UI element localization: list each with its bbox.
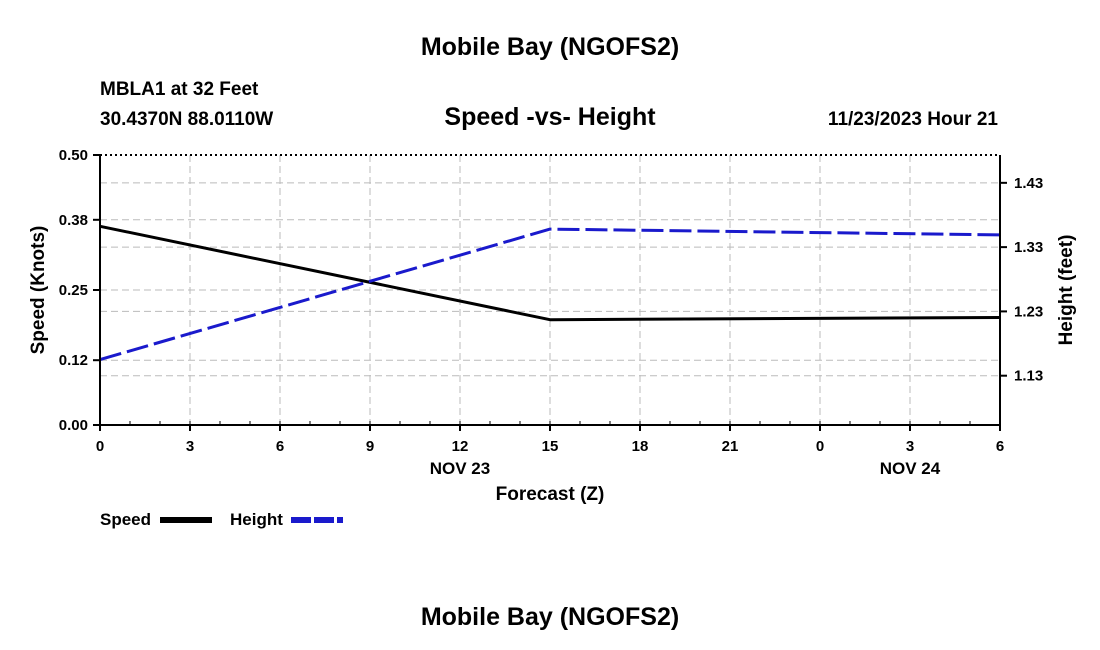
y-left-tick-label: 0.12 (59, 352, 88, 369)
legend-speed-label: Speed (100, 510, 151, 529)
grid (100, 155, 1000, 425)
y-right-tick-label: 1.23 (1014, 303, 1043, 320)
x-tick-label: 18 (632, 438, 649, 455)
x-date-label: NOV 24 (880, 459, 941, 478)
station-coordinates: 30.4370N 88.0110W (100, 109, 273, 130)
x-tick-label: 15 (542, 438, 559, 455)
chart-title: Speed -vs- Height (444, 103, 656, 131)
x-axis-label: Forecast (Z) (496, 484, 605, 505)
series-line-height (99, 227, 1001, 362)
y-right-tick-label: 1.13 (1014, 368, 1043, 385)
x-date-label: NOV 23 (430, 459, 490, 478)
legend: Speed Height (100, 510, 343, 529)
x-tick-label: 6 (996, 438, 1004, 455)
x-tick-label: 12 (452, 438, 469, 455)
x-tick-label: 0 (816, 438, 824, 455)
x-tick-label: 21 (722, 438, 739, 455)
x-tick-label: 9 (366, 438, 374, 455)
x-tick-label: 3 (906, 438, 914, 455)
forecast-datetime: 11/23/2023 Hour 21 (828, 109, 998, 130)
x-tick-label: 6 (276, 438, 284, 455)
y-left-tick-label: 0.25 (59, 282, 88, 299)
y-axis-left-label: Speed (Knots) (28, 226, 49, 355)
y-left-tick-label: 0.38 (59, 212, 88, 229)
y-left-tick-label: 0.00 (59, 417, 88, 434)
x-tick-label: 0 (96, 438, 104, 455)
page-title: Mobile Bay (NGOFS2) (421, 33, 679, 61)
series-line-speed (99, 224, 1001, 322)
y-left-tick-label: 0.50 (59, 147, 88, 164)
series-lines (99, 224, 1001, 362)
y-right-tick-label: 1.43 (1014, 175, 1043, 192)
y-right-tick-label: 1.33 (1014, 239, 1043, 256)
footer-title: Mobile Bay (NGOFS2) (421, 603, 679, 631)
axes: 0 3 6 9 12 15 18 21 0 3 6 NOV 23 NOV 24 0.00 0.12 0.25 0… (59, 147, 1043, 478)
station-label: MBLA1 at 32 Feet (100, 79, 259, 100)
legend-height-label: Height (230, 510, 283, 529)
y-axis-right-label: Height (feet) (1056, 235, 1077, 346)
x-tick-label: 3 (186, 438, 194, 455)
